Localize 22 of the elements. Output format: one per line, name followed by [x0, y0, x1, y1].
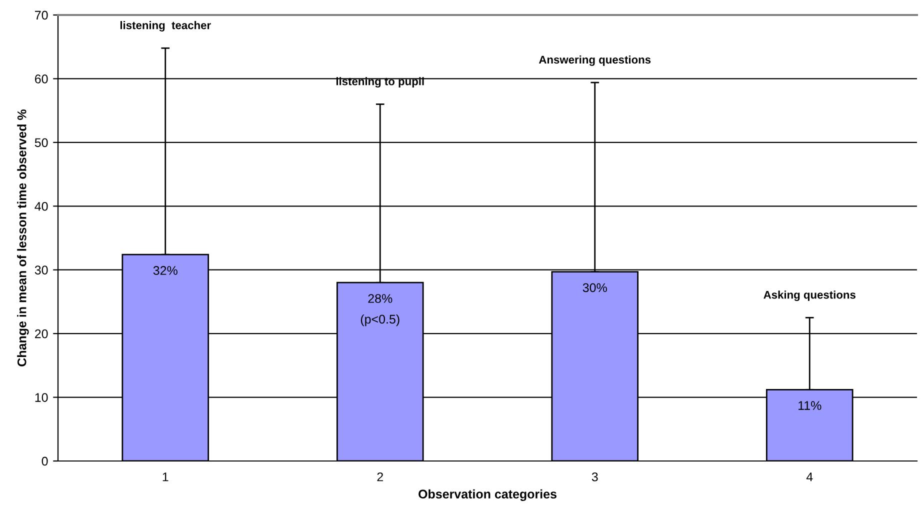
x-axis-title: Observation categories [418, 489, 556, 502]
y-tick-label: 50 [34, 138, 48, 148]
y-tick-label: 70 [35, 10, 48, 20]
annotation: Answering questions [538, 55, 651, 66]
x-tick-label: 2 [377, 472, 383, 482]
y-tick-label: 40 [34, 202, 48, 211]
annotation: listening to pupil [336, 77, 424, 88]
data-label: 11% [798, 401, 822, 410]
annotation: listening teacher [120, 21, 211, 32]
y-axis-title: Change in mean of lesson time observed % [17, 109, 29, 366]
y-tick-label: 60 [35, 74, 48, 84]
y-tick-label: 0 [42, 456, 48, 466]
x-tick-label: 4 [806, 472, 813, 482]
y-tick-label: 10 [35, 393, 48, 402]
data-label: 32% [153, 266, 178, 275]
x-tick-label: 1 [162, 472, 168, 482]
data-label: 30% [582, 283, 607, 292]
y-tick-label: 20 [35, 329, 48, 338]
x-tick-label: 3 [592, 472, 598, 482]
y-tick-label: 30 [34, 266, 48, 275]
annotation: Asking questions [764, 290, 856, 301]
data-label: 28% (p<0.5) [360, 294, 400, 326]
